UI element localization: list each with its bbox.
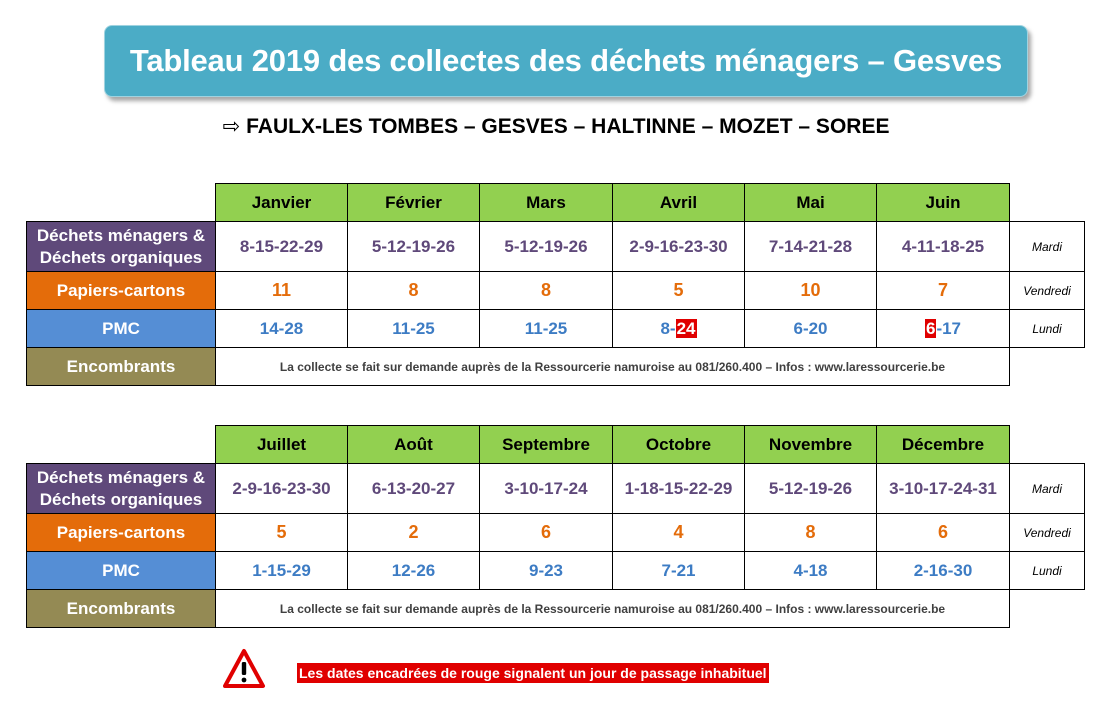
- papiers-date: 6: [876, 513, 1010, 552]
- pmc-dates: 4-18: [744, 551, 877, 590]
- unusual-date-marker: 24: [675, 318, 697, 338]
- table-corner: [27, 426, 216, 464]
- month-header: Juillet: [215, 425, 348, 464]
- pmc-dates: 11-25: [347, 309, 480, 348]
- pmc-dates: 11-25: [479, 309, 613, 348]
- communes-list: FAULX-LES TOMBES – GESVES – HALTINNE – M…: [246, 115, 890, 138]
- category-encombrants: Encombrants: [26, 589, 216, 628]
- month-header: Juin: [876, 183, 1010, 222]
- page-title: Tableau 2019 des collectes des déchets m…: [104, 25, 1028, 97]
- papiers-date: 5: [215, 513, 348, 552]
- category-menagers-line2: Déchets organiques: [39, 489, 203, 509]
- pmc-dates: 1-15-29: [215, 551, 348, 590]
- month-header: Août: [347, 425, 480, 464]
- menagers-dates: 8-15-22-29: [215, 221, 348, 272]
- papiers-date: 6: [479, 513, 613, 552]
- pmc-dates: 2-16-30: [876, 551, 1010, 590]
- collection-day: Lundi: [1009, 551, 1085, 590]
- menagers-dates: 1-18-15-22-29: [612, 463, 745, 514]
- category-encombrants: Encombrants: [26, 347, 216, 386]
- papiers-date: 11: [215, 271, 348, 310]
- month-header: Avril: [612, 183, 745, 222]
- menagers-dates: 2-9-16-23-30: [612, 221, 745, 272]
- month-header: Septembre: [479, 425, 613, 464]
- arrow-right-icon: ⇨: [222, 115, 241, 138]
- menagers-dates: 2-9-16-23-30: [215, 463, 348, 514]
- menagers-dates: 7-14-21-28: [744, 221, 877, 272]
- month-header: Novembre: [744, 425, 877, 464]
- month-header: Décembre: [876, 425, 1010, 464]
- encombrants-info: La collecte se fait sur demande auprès d…: [215, 589, 1010, 628]
- pmc-dates-avril: 8-24: [612, 309, 745, 348]
- collection-day: Vendredi: [1009, 271, 1085, 310]
- table-corner: [27, 184, 216, 222]
- month-header: Mars: [479, 183, 613, 222]
- pmc-date-regular: -17: [936, 318, 962, 338]
- unusual-date-notice: Les dates encadrées de rouge signalent u…: [297, 663, 769, 683]
- month-header: Février: [347, 183, 480, 222]
- month-header: Janvier: [215, 183, 348, 222]
- papiers-date: 2: [347, 513, 480, 552]
- pmc-dates: 14-28: [215, 309, 348, 348]
- pmc-dates: 12-26: [347, 551, 480, 590]
- collection-day: Lundi: [1009, 309, 1085, 348]
- table-corner: [1010, 426, 1085, 464]
- warning-triangle-icon: [223, 649, 265, 688]
- category-menagers-line1: Déchets ménagers &: [36, 467, 206, 487]
- collection-day: Vendredi: [1009, 513, 1085, 552]
- collection-day: Mardi: [1009, 463, 1085, 514]
- papiers-date: 7: [876, 271, 1010, 310]
- papiers-date: 8: [479, 271, 613, 310]
- menagers-dates: 3-10-17-24: [479, 463, 613, 514]
- category-pmc: PMC: [26, 551, 216, 590]
- month-header: Octobre: [612, 425, 745, 464]
- month-header: Mai: [744, 183, 877, 222]
- table-corner: [1010, 348, 1085, 386]
- category-papiers: Papiers-cartons: [26, 513, 216, 552]
- category-menagers-line2: Déchets organiques: [39, 247, 203, 267]
- pmc-date-regular: 8-: [660, 318, 676, 338]
- pmc-dates-juin: 6-17: [876, 309, 1010, 348]
- communes-subtitle: ⇨ FAULX-LES TOMBES – GESVES – HALTINNE – …: [0, 114, 1112, 139]
- pmc-dates: 6-20: [744, 309, 877, 348]
- pmc-dates: 9-23: [479, 551, 613, 590]
- category-menagers: Déchets ménagers & Déchets organiques: [26, 463, 216, 514]
- table-corner: [1010, 590, 1085, 628]
- pmc-dates: 7-21: [612, 551, 745, 590]
- menagers-dates: 4-11-18-25: [876, 221, 1010, 272]
- menagers-dates: 5-12-19-26: [479, 221, 613, 272]
- category-papiers: Papiers-cartons: [26, 271, 216, 310]
- menagers-dates: 5-12-19-26: [744, 463, 877, 514]
- unusual-date-marker: 6: [924, 318, 937, 338]
- category-menagers: Déchets ménagers & Déchets organiques: [26, 221, 216, 272]
- category-menagers-line1: Déchets ménagers &: [36, 225, 206, 245]
- menagers-dates: 5-12-19-26: [347, 221, 480, 272]
- menagers-dates: 3-10-17-24-31: [876, 463, 1010, 514]
- schedule-table-second-half: Juillet Août Septembre Octobre Novembre …: [26, 425, 1085, 628]
- menagers-dates: 6-13-20-27: [347, 463, 480, 514]
- collection-day: Mardi: [1009, 221, 1085, 272]
- papiers-date: 8: [347, 271, 480, 310]
- papiers-date: 4: [612, 513, 745, 552]
- schedule-table-first-half: Janvier Février Mars Avril Mai Juin Déch…: [26, 183, 1085, 386]
- papiers-date: 8: [744, 513, 877, 552]
- table-corner: [1010, 184, 1085, 222]
- papiers-date: 10: [744, 271, 877, 310]
- encombrants-info: La collecte se fait sur demande auprès d…: [215, 347, 1010, 386]
- papiers-date: 5: [612, 271, 745, 310]
- category-pmc: PMC: [26, 309, 216, 348]
